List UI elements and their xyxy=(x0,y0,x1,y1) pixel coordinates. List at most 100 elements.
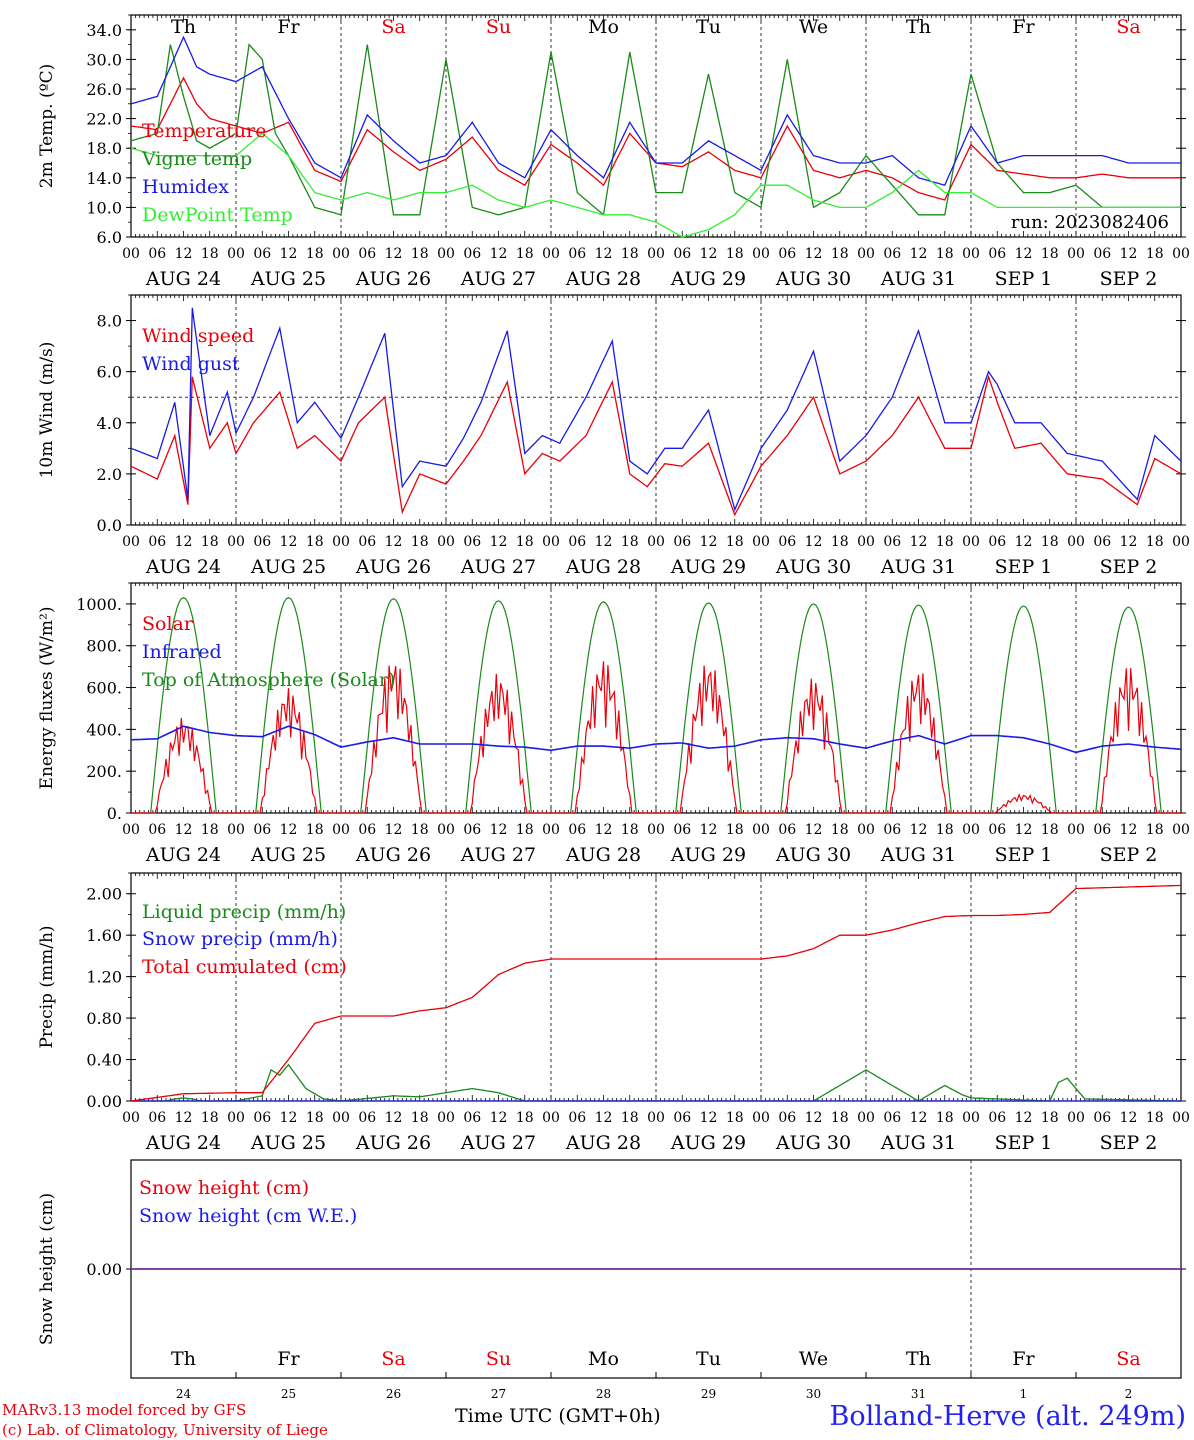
day-name-top: We xyxy=(799,16,828,38)
hour-tick-label: 12 xyxy=(175,246,193,262)
hour-tick-label: 06 xyxy=(778,534,796,550)
day-number: 30 xyxy=(806,1387,821,1400)
date-label: SEP 1 xyxy=(995,268,1053,290)
y-tick-label: 18.0 xyxy=(86,139,122,158)
hour-tick-label: 06 xyxy=(253,1110,271,1126)
hour-tick-label: 18 xyxy=(831,246,849,262)
y-tick-label: 2.00 xyxy=(86,885,122,904)
hour-tick-label: 12 xyxy=(175,1110,193,1126)
hour-tick-label: 00 xyxy=(1172,246,1190,262)
hour-tick-label: 00 xyxy=(1172,534,1190,550)
hour-tick-label: 06 xyxy=(883,822,901,838)
hour-tick-label: 12 xyxy=(700,246,718,262)
day-name-bottom: We xyxy=(799,1348,828,1370)
hour-tick-label: 18 xyxy=(516,822,534,838)
legend-entry: Snow height (cm) xyxy=(139,1177,309,1199)
day-name-top: Mo xyxy=(588,16,619,38)
hour-tick-label: 12 xyxy=(490,1110,508,1126)
hour-tick-label: 06 xyxy=(1093,1110,1111,1126)
legend-entry: Snow precip (mm/h) xyxy=(142,928,338,950)
hour-tick-label: 00 xyxy=(542,246,560,262)
date-label: AUG 31 xyxy=(880,1132,956,1154)
y-axis-label: Snow height (cm) xyxy=(37,1193,57,1345)
date-label: SEP 2 xyxy=(1100,1132,1158,1154)
hour-tick-label: 12 xyxy=(910,1110,928,1126)
hour-tick-label: 18 xyxy=(831,822,849,838)
hour-tick-label: 18 xyxy=(516,534,534,550)
hour-tick-label: 06 xyxy=(1093,246,1111,262)
hour-tick-label: 00 xyxy=(1067,534,1085,550)
hour-tick-label: 18 xyxy=(1041,1110,1059,1126)
date-label: AUG 30 xyxy=(775,844,851,866)
y-tick-label: 6.0 xyxy=(97,363,122,382)
hour-tick-label: 06 xyxy=(568,246,586,262)
day-number: 28 xyxy=(596,1387,611,1400)
hour-tick-label: 06 xyxy=(358,534,376,550)
day-number: 26 xyxy=(386,1387,401,1400)
hour-tick-label: 06 xyxy=(883,246,901,262)
hour-tick-label: 00 xyxy=(962,246,980,262)
hour-tick-label: 06 xyxy=(673,1110,691,1126)
hour-tick-label: 12 xyxy=(280,246,298,262)
hour-tick-label: 00 xyxy=(332,822,350,838)
y-tick-label: 200. xyxy=(86,762,122,781)
hour-tick-label: 12 xyxy=(490,822,508,838)
hour-tick-label: 12 xyxy=(1120,246,1138,262)
hour-tick-label: 00 xyxy=(647,534,665,550)
date-label: AUG 29 xyxy=(670,1132,746,1154)
date-label: AUG 25 xyxy=(250,268,326,290)
hour-tick-label: 18 xyxy=(411,534,429,550)
y-axis-label: Precip (mm/h) xyxy=(37,925,57,1048)
hour-tick-label: 06 xyxy=(148,822,166,838)
hour-tick-label: 18 xyxy=(936,822,954,838)
hour-tick-label: 00 xyxy=(542,534,560,550)
legend-entry: Humidex xyxy=(142,176,229,198)
hour-tick-label: 06 xyxy=(148,246,166,262)
legend-entry: Top of Atmosphere (Solar) xyxy=(142,669,395,691)
hour-tick-label: 18 xyxy=(411,1110,429,1126)
date-label: AUG 26 xyxy=(355,556,431,578)
hour-tick-label: 06 xyxy=(253,246,271,262)
day-name-bottom: Sa xyxy=(1116,1348,1140,1370)
infrared-line xyxy=(130,725,1182,754)
hour-tick-label: 06 xyxy=(148,534,166,550)
day-name-bottom: Su xyxy=(486,1348,511,1370)
hour-tick-label: 12 xyxy=(1120,1110,1138,1126)
hour-tick-label: 00 xyxy=(857,1110,875,1126)
day-number: 25 xyxy=(281,1387,296,1400)
day-name-bottom: Th xyxy=(906,1348,931,1370)
hour-tick-label: 12 xyxy=(280,822,298,838)
hour-tick-label: 00 xyxy=(752,1110,770,1126)
date-label: SEP 1 xyxy=(995,556,1053,578)
y-tick-label: 1.60 xyxy=(86,926,122,945)
series-line-vigne-temp xyxy=(130,43,1181,217)
hour-tick-label: 18 xyxy=(621,822,639,838)
hour-tick-label: 00 xyxy=(437,246,455,262)
date-label: AUG 30 xyxy=(775,556,851,578)
y-tick-label: 0.0 xyxy=(97,516,122,535)
legend-entry: Total cumulated (cm) xyxy=(142,956,347,978)
y-tick-label: 4.0 xyxy=(97,414,122,433)
date-label: SEP 2 xyxy=(1100,556,1158,578)
hour-tick-label: 18 xyxy=(201,822,219,838)
date-label: AUG 25 xyxy=(250,1132,326,1154)
y-axis-label: 10m Wind (m/s) xyxy=(37,342,57,479)
hour-tick-label: 06 xyxy=(778,246,796,262)
day-number: 31 xyxy=(911,1387,926,1400)
series-line-temperature xyxy=(130,76,1181,201)
hour-tick-label: 12 xyxy=(805,246,823,262)
day-number: 24 xyxy=(176,1387,192,1400)
hour-tick-label: 06 xyxy=(253,534,271,550)
hour-tick-label: 18 xyxy=(936,1110,954,1126)
hour-tick-label: 12 xyxy=(280,534,298,550)
hour-tick-label: 00 xyxy=(962,1110,980,1126)
hour-tick-label: 12 xyxy=(1015,822,1033,838)
hour-tick-label: 00 xyxy=(752,822,770,838)
series-line-wind-gust xyxy=(130,307,1182,512)
hour-tick-label: 18 xyxy=(621,534,639,550)
hour-tick-label: 00 xyxy=(752,246,770,262)
date-label: AUG 28 xyxy=(565,556,641,578)
date-label: AUG 29 xyxy=(670,268,746,290)
hour-tick-label: 00 xyxy=(1172,822,1190,838)
hour-tick-label: 18 xyxy=(306,246,324,262)
